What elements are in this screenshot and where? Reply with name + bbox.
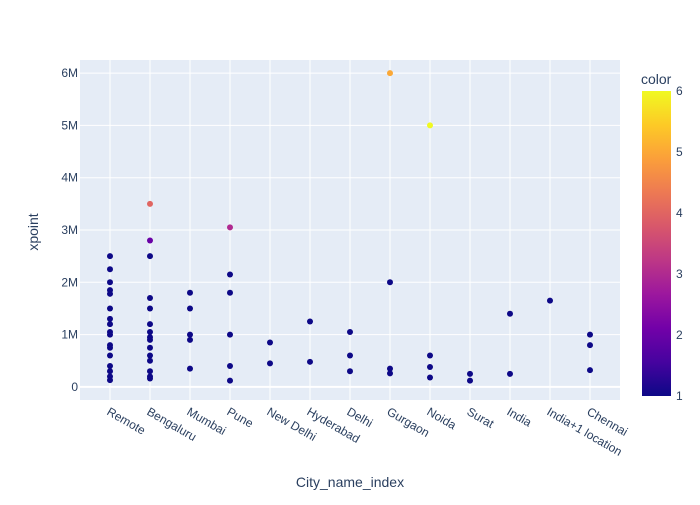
data-point xyxy=(347,368,353,375)
data-point xyxy=(147,357,153,364)
data-point xyxy=(147,352,153,359)
data-point xyxy=(147,368,153,375)
data-point xyxy=(227,289,233,296)
data-point xyxy=(147,329,153,335)
y-tick-label: 5M xyxy=(61,118,78,132)
data-point xyxy=(147,200,153,207)
colorbar-title: color xyxy=(641,71,672,87)
data-point xyxy=(267,339,273,346)
data-point xyxy=(107,253,113,260)
data-point xyxy=(387,279,393,286)
data-point xyxy=(107,377,113,384)
data-point xyxy=(467,370,473,377)
data-point xyxy=(587,342,593,349)
data-point xyxy=(147,336,153,343)
data-point xyxy=(147,321,153,328)
colorbar-tick-label: 1 xyxy=(676,389,683,403)
colorbar-gradient xyxy=(642,91,671,396)
data-point xyxy=(107,305,113,312)
y-tick-label: 4M xyxy=(61,171,78,185)
data-point xyxy=(507,370,513,377)
data-point xyxy=(147,237,153,244)
data-point xyxy=(427,364,433,371)
colorbar: color 1 2 3 4 5 6 xyxy=(641,71,683,403)
data-point xyxy=(467,377,473,384)
data-point xyxy=(347,329,353,335)
data-point xyxy=(507,310,513,317)
data-point xyxy=(587,331,593,338)
y-tick-label: 1M xyxy=(61,328,78,342)
data-point xyxy=(147,253,153,260)
x-axis-title: City_name_index xyxy=(296,474,404,490)
x-tick-label: Pune xyxy=(225,404,257,430)
data-point xyxy=(267,360,273,367)
data-point xyxy=(147,375,153,382)
data-point xyxy=(107,321,113,328)
data-point xyxy=(107,352,113,359)
data-point xyxy=(107,279,113,286)
data-point xyxy=(187,289,193,296)
colorbar-tick-label: 6 xyxy=(676,84,683,98)
data-point xyxy=(227,331,233,338)
y-tick-label: 0 xyxy=(71,380,78,394)
y-tick-labels: 0 1M 2M 3M 4M 5M 6M xyxy=(61,66,78,394)
data-point xyxy=(307,318,313,325)
data-point xyxy=(147,305,153,312)
data-point xyxy=(227,224,233,231)
y-tick-label: 6M xyxy=(61,66,78,80)
data-point xyxy=(107,331,113,338)
data-point xyxy=(107,315,113,322)
data-point xyxy=(387,70,393,77)
colorbar-tick-label: 3 xyxy=(676,267,683,281)
y-axis-title: xpoint xyxy=(25,213,41,250)
colorbar-tick-label: 2 xyxy=(676,328,683,342)
data-point xyxy=(107,266,113,273)
data-point xyxy=(227,377,233,384)
data-point xyxy=(427,352,433,359)
data-point xyxy=(547,297,553,304)
data-point xyxy=(187,365,193,372)
y-tick-label: 2M xyxy=(61,275,78,289)
data-point xyxy=(427,374,433,381)
data-point xyxy=(427,122,433,129)
data-point xyxy=(147,344,153,351)
data-point xyxy=(107,368,113,375)
data-point xyxy=(307,358,313,365)
colorbar-tick-labels: 1 2 3 4 5 6 xyxy=(676,84,683,403)
data-point xyxy=(187,336,193,343)
data-point xyxy=(387,365,393,372)
data-point xyxy=(187,305,193,312)
data-point xyxy=(227,363,233,369)
data-point xyxy=(227,271,233,278)
data-point xyxy=(387,370,393,377)
data-point xyxy=(187,331,193,338)
data-point xyxy=(107,344,113,351)
data-point xyxy=(147,295,153,301)
x-tick-label: Surat xyxy=(465,404,497,431)
data-point xyxy=(107,363,113,369)
y-tick-label: 3M xyxy=(61,223,78,237)
data-point xyxy=(587,367,593,374)
colorbar-tick-label: 5 xyxy=(676,145,683,159)
points-layer xyxy=(107,70,593,384)
x-tick-label: Gurgaon xyxy=(385,404,432,439)
x-tick-label: Remote xyxy=(105,404,149,437)
colorbar-tick-label: 4 xyxy=(676,206,683,220)
data-point xyxy=(347,352,353,359)
x-tick-label: India xyxy=(505,404,535,429)
data-point xyxy=(107,290,113,297)
